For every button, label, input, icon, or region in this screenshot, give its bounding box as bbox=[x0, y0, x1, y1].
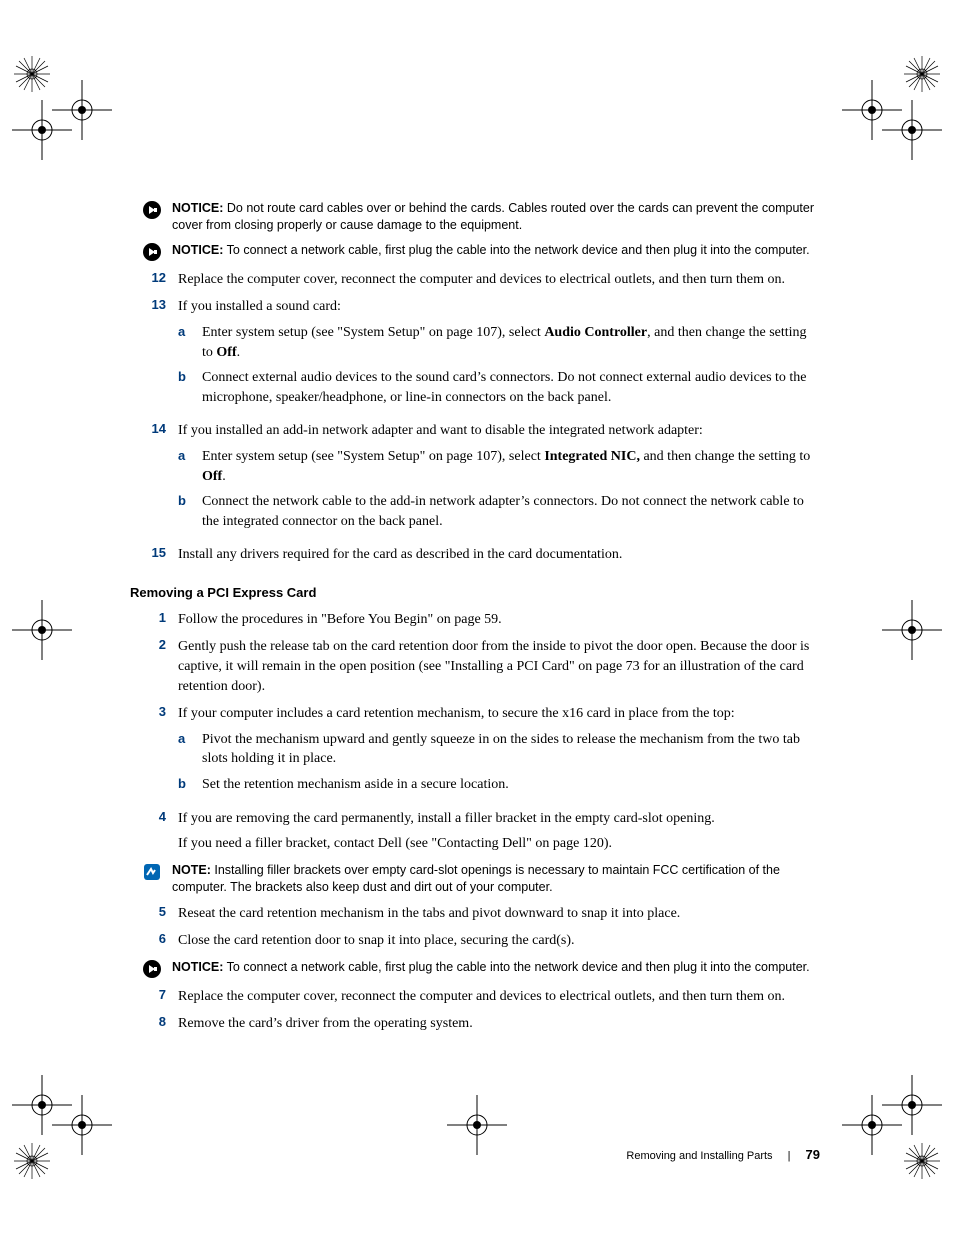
step-14: 14 If you installed an add-in network ad… bbox=[130, 421, 820, 537]
notice-block: NOTICE: Do not route card cables over or… bbox=[142, 200, 820, 234]
footer-page-number: 79 bbox=[806, 1147, 820, 1162]
substep-letter: a bbox=[178, 730, 202, 748]
step-body: Replace the computer cover, reconnect th… bbox=[178, 987, 820, 1007]
page-footer: Removing and Installing Parts | 79 bbox=[130, 1147, 820, 1162]
step-number: 8 bbox=[130, 1014, 178, 1029]
substep-letter: b bbox=[178, 775, 202, 793]
step-number: 3 bbox=[130, 704, 178, 719]
substep-r3b: b Set the retention mechanism aside in a… bbox=[178, 775, 820, 795]
substep-14b: b Connect the network cable to the add-i… bbox=[178, 492, 820, 531]
notice-body: To connect a network cable, first plug t… bbox=[227, 243, 810, 257]
step-r6: 6 Close the card retention door to snap … bbox=[130, 931, 820, 951]
step-number: 7 bbox=[130, 987, 178, 1002]
substep-letter: a bbox=[178, 323, 202, 341]
notice-icon bbox=[142, 200, 164, 220]
step-number: 15 bbox=[130, 545, 178, 560]
step-body: Gently push the release tab on the card … bbox=[178, 637, 820, 696]
notice-block: NOTICE: To connect a network cable, firs… bbox=[142, 242, 820, 262]
step-body: If you installed a sound card: a Enter s… bbox=[178, 297, 820, 413]
step-extra: If you need a filler bracket, contact De… bbox=[178, 834, 820, 854]
step-body: Reseat the card retention mechanism in t… bbox=[178, 904, 820, 924]
notice-label: NOTICE: bbox=[172, 201, 223, 215]
substep-body: Connect external audio devices to the so… bbox=[202, 368, 820, 407]
step-body: If you are removing the card permanently… bbox=[178, 809, 820, 854]
notice-icon bbox=[142, 242, 164, 262]
substep-body: Pivot the mechanism upward and gently sq… bbox=[202, 730, 820, 769]
crop-mark-target bbox=[882, 1075, 942, 1135]
step-body: Install any drivers required for the car… bbox=[178, 545, 820, 565]
notice-body: Do not route card cables over or behind … bbox=[172, 201, 814, 232]
step-number: 12 bbox=[130, 270, 178, 285]
step-r5: 5 Reseat the card retention mechanism in… bbox=[130, 904, 820, 924]
crop-mark-sunburst bbox=[14, 1143, 50, 1179]
note-text: NOTE: Installing filler brackets over em… bbox=[172, 862, 820, 896]
step-r8: 8 Remove the card’s driver from the oper… bbox=[130, 1014, 820, 1034]
notice-icon bbox=[142, 959, 164, 979]
substep-letter: b bbox=[178, 368, 202, 386]
substep-13b: b Connect external audio devices to the … bbox=[178, 368, 820, 407]
step-number: 4 bbox=[130, 809, 178, 824]
note-icon bbox=[142, 862, 164, 882]
step-body: Close the card retention door to snap it… bbox=[178, 931, 820, 951]
step-number: 5 bbox=[130, 904, 178, 919]
step-12: 12 Replace the computer cover, reconnect… bbox=[130, 270, 820, 290]
notice-body: To connect a network cable, first plug t… bbox=[227, 960, 810, 974]
step-number: 13 bbox=[130, 297, 178, 312]
note-body: Installing filler brackets over empty ca… bbox=[172, 863, 780, 894]
note-label: NOTE: bbox=[172, 863, 211, 877]
step-r2: 2 Gently push the release tab on the car… bbox=[130, 637, 820, 696]
crop-mark-target bbox=[12, 100, 72, 160]
substep-13a: a Enter system setup (see "System Setup"… bbox=[178, 323, 820, 362]
substep-14a: a Enter system setup (see "System Setup"… bbox=[178, 447, 820, 486]
step-body: If you installed an add-in network adapt… bbox=[178, 421, 820, 537]
step-text: If your computer includes a card retenti… bbox=[178, 706, 735, 721]
step-body: If your computer includes a card retenti… bbox=[178, 704, 820, 800]
section-heading: Removing a PCI Express Card bbox=[130, 585, 820, 600]
notice-block: NOTICE: To connect a network cable, firs… bbox=[142, 959, 820, 979]
step-15: 15 Install any drivers required for the … bbox=[130, 545, 820, 565]
crop-mark-target bbox=[12, 600, 72, 660]
notice-text: NOTICE: Do not route card cables over or… bbox=[172, 200, 820, 234]
notice-text: NOTICE: To connect a network cable, firs… bbox=[172, 242, 810, 259]
crop-mark-sunburst bbox=[904, 1143, 940, 1179]
note-block: NOTE: Installing filler brackets over em… bbox=[142, 862, 820, 896]
crop-mark-sunburst bbox=[904, 56, 940, 92]
crop-mark-target bbox=[882, 100, 942, 160]
step-text: If you are removing the card permanently… bbox=[178, 811, 715, 826]
step-text: If you installed an add-in network adapt… bbox=[178, 423, 703, 438]
step-number: 1 bbox=[130, 610, 178, 625]
footer-section: Removing and Installing Parts bbox=[626, 1150, 772, 1162]
step-r7: 7 Replace the computer cover, reconnect … bbox=[130, 987, 820, 1007]
crop-mark-sunburst bbox=[14, 56, 50, 92]
footer-separator: | bbox=[788, 1150, 791, 1162]
substep-body: Enter system setup (see "System Setup" o… bbox=[202, 447, 820, 486]
step-13: 13 If you installed a sound card: a Ente… bbox=[130, 297, 820, 413]
notice-label: NOTICE: bbox=[172, 960, 223, 974]
notice-text: NOTICE: To connect a network cable, firs… bbox=[172, 959, 810, 976]
page-content: NOTICE: Do not route card cables over or… bbox=[130, 200, 820, 1042]
step-r3: 3 If your computer includes a card reten… bbox=[130, 704, 820, 800]
step-r1: 1 Follow the procedures in "Before You B… bbox=[130, 610, 820, 630]
step-text: If you installed a sound card: bbox=[178, 299, 341, 314]
crop-mark-target bbox=[882, 600, 942, 660]
substep-body: Set the retention mechanism aside in a s… bbox=[202, 775, 820, 795]
step-body: Replace the computer cover, reconnect th… bbox=[178, 270, 820, 290]
substep-letter: a bbox=[178, 447, 202, 465]
step-r4: 4 If you are removing the card permanent… bbox=[130, 809, 820, 854]
step-number: 2 bbox=[130, 637, 178, 652]
substep-body: Connect the network cable to the add-in … bbox=[202, 492, 820, 531]
crop-mark-target bbox=[12, 1075, 72, 1135]
step-number: 14 bbox=[130, 421, 178, 436]
step-number: 6 bbox=[130, 931, 178, 946]
substep-body: Enter system setup (see "System Setup" o… bbox=[202, 323, 820, 362]
notice-label: NOTICE: bbox=[172, 243, 223, 257]
step-body: Remove the card’s driver from the operat… bbox=[178, 1014, 820, 1034]
step-body: Follow the procedures in "Before You Beg… bbox=[178, 610, 820, 630]
substep-letter: b bbox=[178, 492, 202, 510]
substep-r3a: a Pivot the mechanism upward and gently … bbox=[178, 730, 820, 769]
